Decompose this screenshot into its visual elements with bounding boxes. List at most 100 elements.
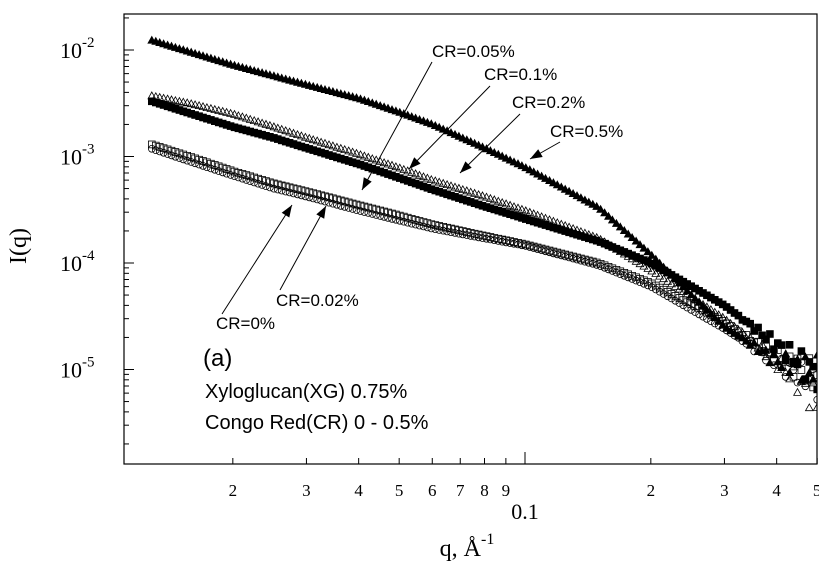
- data-point: [498, 235, 506, 244]
- data-point: [183, 151, 192, 160]
- data-point: [766, 330, 774, 338]
- data-point: [812, 403, 817, 411]
- data-point: [722, 323, 732, 332]
- data-point: [151, 141, 160, 150]
- data-point: [222, 107, 232, 116]
- data-point: [182, 98, 192, 107]
- data-point: [210, 104, 220, 113]
- data-point: [246, 172, 255, 181]
- x-axis-label: q, Å-1: [440, 531, 495, 562]
- data-point: [399, 217, 408, 226]
- data-point: [706, 304, 716, 314]
- data-point: [253, 117, 263, 126]
- data-point: [722, 315, 732, 324]
- data-point: [718, 320, 728, 329]
- data-point: [663, 292, 672, 301]
- data-point: [644, 277, 652, 286]
- data-point: [451, 225, 459, 234]
- data-point: [533, 210, 543, 219]
- data-series: [147, 35, 817, 412]
- data-point: [631, 236, 641, 245]
- data-point: [749, 338, 759, 347]
- data-point: [442, 179, 452, 189]
- data-point: [501, 199, 511, 208]
- data-point: [356, 201, 365, 210]
- data-point: [293, 185, 302, 194]
- data-point: [615, 222, 625, 231]
- data-point: [403, 213, 412, 222]
- data-point: [627, 232, 637, 242]
- data-point: [214, 105, 224, 114]
- data-point: [379, 158, 389, 167]
- annotation-arrow-line: [279, 205, 327, 291]
- data-point: [628, 271, 636, 280]
- data-point: [360, 208, 369, 216]
- data-point: [340, 203, 349, 211]
- data-point: [667, 290, 676, 298]
- series-cr-0-2-: [147, 97, 817, 394]
- data-point: [210, 161, 219, 169]
- data-point: [809, 362, 817, 371]
- x-tick-label: 7: [456, 481, 465, 500]
- x-tick-label: 4: [772, 481, 781, 500]
- x-tick-label: 0.1: [511, 499, 539, 524]
- data-point: [320, 138, 330, 147]
- data-point: [191, 154, 199, 163]
- data-point: [352, 148, 361, 157]
- y-tick-label: 10-2: [60, 35, 95, 63]
- data-point: [163, 145, 172, 154]
- data-point: [470, 188, 480, 197]
- data-point: [190, 100, 200, 109]
- data-point: [376, 206, 384, 215]
- annotation-label: CR=0.2%: [512, 93, 585, 112]
- y-axis-label: I(q): [6, 228, 32, 264]
- series-cr-0-: [148, 145, 817, 404]
- data-point: [655, 283, 664, 292]
- data-point: [655, 271, 665, 280]
- data-point: [695, 310, 703, 319]
- x-axis-tick-labels: 2 3 4 5 6 7 8 90.1 2 3 4 5: [229, 481, 819, 524]
- data-point: [793, 360, 802, 369]
- data-point: [734, 311, 743, 320]
- data-point: [485, 193, 495, 202]
- data-point: [486, 233, 495, 241]
- data-point: [305, 193, 314, 202]
- data-point: [541, 213, 550, 222]
- data-point: [348, 147, 358, 156]
- data-point: [635, 240, 645, 249]
- data-point: [454, 183, 464, 192]
- data-point: [430, 176, 440, 185]
- data-point: [683, 298, 691, 306]
- data-point: [667, 294, 676, 303]
- data-point: [218, 163, 227, 172]
- data-point: [710, 307, 720, 316]
- x-tick-label: 2: [647, 481, 656, 500]
- data-point: [686, 292, 696, 301]
- data-point: [179, 150, 188, 159]
- data-point: [214, 162, 223, 171]
- data-point: [702, 302, 712, 311]
- data-point: [482, 232, 491, 241]
- data-point: [703, 315, 711, 323]
- data-point: [392, 216, 400, 224]
- data-point: [462, 228, 471, 236]
- data-point: [178, 97, 188, 106]
- data-point: [585, 256, 593, 265]
- annotation: CR=0.1%: [408, 65, 557, 170]
- data-point: [336, 202, 345, 210]
- data-point: [305, 188, 314, 197]
- data-point: [797, 366, 806, 374]
- data-point: [745, 332, 755, 341]
- data-point: [233, 111, 243, 120]
- data-point: [762, 335, 770, 344]
- data-point: [533, 243, 542, 252]
- data-point: [336, 196, 345, 205]
- data-point: [407, 214, 416, 223]
- data-point: [270, 184, 278, 193]
- data-point: [490, 234, 499, 242]
- data-point: [761, 352, 771, 361]
- data-point: [521, 242, 530, 250]
- y-axis-tick-labels: 10-2 10-3 10-4 10-5: [60, 35, 95, 383]
- data-point: [659, 274, 669, 283]
- data-point: [537, 244, 546, 253]
